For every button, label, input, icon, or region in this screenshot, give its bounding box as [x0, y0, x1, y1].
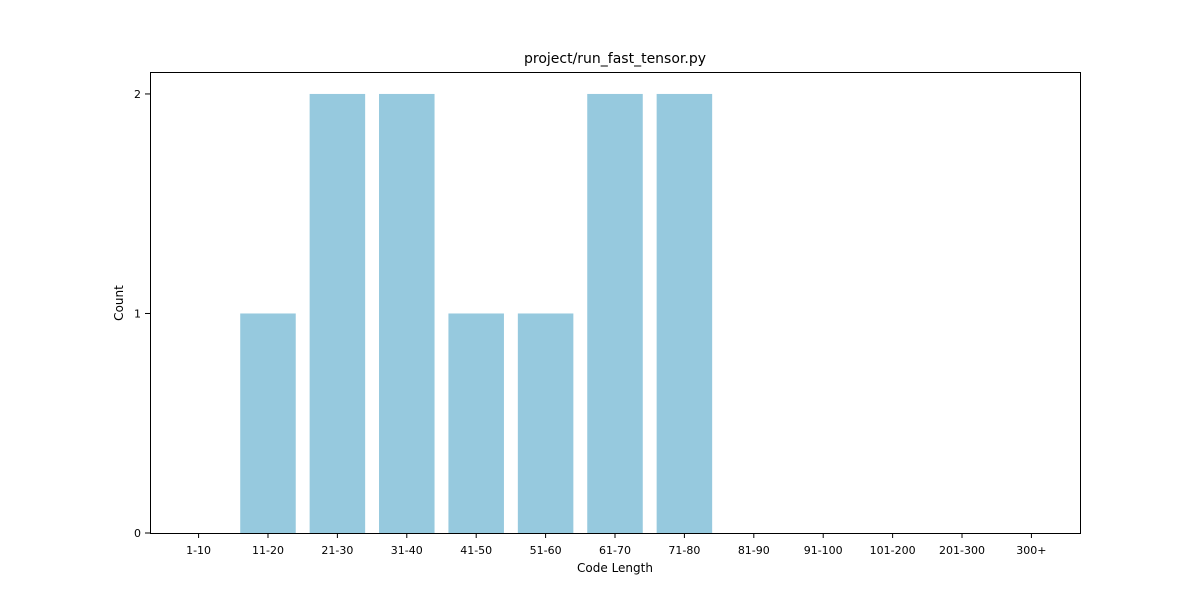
x-tick-label: 71-80	[668, 544, 700, 557]
x-tick-label: 81-90	[738, 544, 770, 557]
chart-title: project/run_fast_tensor.py	[524, 51, 706, 67]
y-tick-label: 1	[134, 307, 141, 320]
x-tick-label: 91-100	[804, 544, 843, 557]
x-tick-label: 300+	[1016, 544, 1046, 557]
x-tick-label: 61-70	[599, 544, 631, 557]
x-tick-label: 201-300	[939, 544, 985, 557]
x-tick-label: 1-10	[186, 544, 211, 557]
x-tick-label: 21-30	[321, 544, 353, 557]
bar-11-20	[240, 313, 296, 533]
y-axis-ticks: 0 1 2	[134, 88, 150, 540]
x-tick-label: 11-20	[252, 544, 284, 557]
x-axis-ticks: 1-10 11-20 21-30 31-40 41-50 51-60 61-70 71-80 8…	[186, 533, 1047, 557]
y-tick-label: 2	[134, 88, 141, 101]
bar-51-60	[517, 313, 574, 533]
x-axis-label: Code Length	[577, 561, 653, 575]
x-tick-label: 51-60	[530, 544, 562, 557]
x-tick-label: 101-200	[870, 544, 916, 557]
y-tick-label: 0	[134, 527, 141, 540]
bar-31-40	[379, 93, 435, 533]
bars-group	[240, 93, 713, 533]
bar-71-80	[656, 93, 713, 533]
y-axis-label: Count	[112, 285, 126, 321]
x-tick-label: 31-40	[391, 544, 423, 557]
bar-21-30	[309, 93, 366, 533]
x-tick-label: 41-50	[460, 544, 492, 557]
bar-41-50	[448, 313, 504, 533]
bar-61-70	[587, 93, 643, 533]
